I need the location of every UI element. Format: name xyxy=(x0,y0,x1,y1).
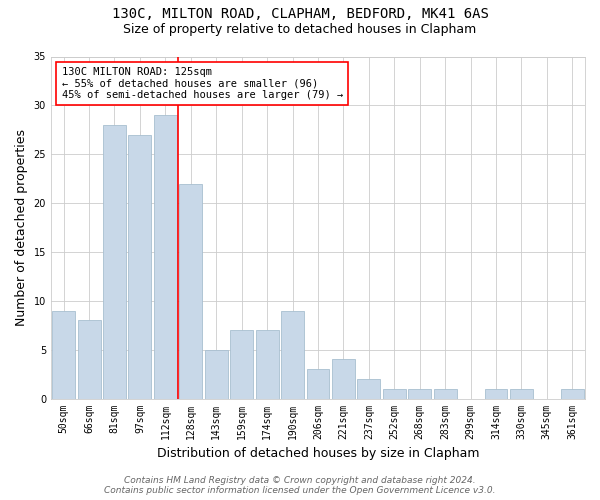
Bar xyxy=(77,320,101,398)
Text: 130C, MILTON ROAD, CLAPHAM, BEDFORD, MK41 6AS: 130C, MILTON ROAD, CLAPHAM, BEDFORD, MK4… xyxy=(112,8,488,22)
Y-axis label: Number of detached properties: Number of detached properties xyxy=(15,129,28,326)
Text: Size of property relative to detached houses in Clapham: Size of property relative to detached ho… xyxy=(124,22,476,36)
Bar xyxy=(408,389,431,398)
Bar xyxy=(561,389,584,398)
Bar xyxy=(383,389,406,398)
Bar xyxy=(154,115,177,399)
Bar xyxy=(281,310,304,398)
Bar xyxy=(52,310,75,398)
Bar xyxy=(434,389,457,398)
Bar xyxy=(358,379,380,398)
X-axis label: Distribution of detached houses by size in Clapham: Distribution of detached houses by size … xyxy=(157,447,479,460)
Bar xyxy=(179,184,202,398)
Text: 130C MILTON ROAD: 125sqm
← 55% of detached houses are smaller (96)
45% of semi-d: 130C MILTON ROAD: 125sqm ← 55% of detach… xyxy=(62,67,343,100)
Bar xyxy=(128,134,151,398)
Bar xyxy=(230,330,253,398)
Bar xyxy=(307,369,329,398)
Bar xyxy=(205,350,227,399)
Bar xyxy=(103,125,126,398)
Text: Contains HM Land Registry data © Crown copyright and database right 2024.
Contai: Contains HM Land Registry data © Crown c… xyxy=(104,476,496,495)
Bar xyxy=(485,389,508,398)
Bar xyxy=(256,330,278,398)
Bar xyxy=(332,360,355,399)
Bar xyxy=(510,389,533,398)
